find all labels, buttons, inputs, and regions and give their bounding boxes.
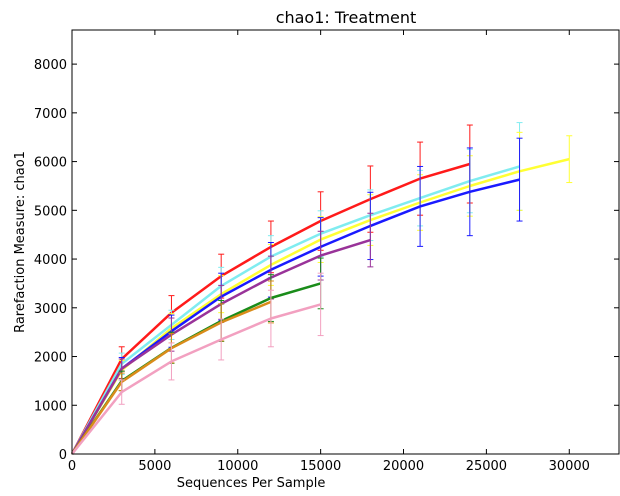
series-6 <box>70 257 324 455</box>
y-tick-label: 7000 <box>34 107 67 122</box>
x-tick-label: 20000 <box>383 459 424 474</box>
x-tick-label: 25000 <box>466 459 507 474</box>
x-tick-label: 15000 <box>300 459 341 474</box>
plot-frame <box>71 29 620 455</box>
y-tick-label: 5000 <box>34 204 67 219</box>
x-tick-label: 10000 <box>217 459 258 474</box>
series-3 <box>70 131 573 455</box>
series-2 <box>70 122 523 455</box>
series-line <box>70 165 520 455</box>
axes-ticks: 0 5000 10000 15000 20000 25000 30000 0 1000 2000 3… <box>34 30 619 474</box>
series-line <box>70 282 321 455</box>
chart-title: chao1: Treatment <box>276 8 417 27</box>
y-tick-label: 2000 <box>34 351 67 366</box>
series-line <box>70 178 520 455</box>
y-tick-label: 6000 <box>34 156 67 171</box>
y-tick-label: 4000 <box>34 253 67 268</box>
y-tick-label: 8000 <box>34 58 67 73</box>
y-tick-label: 3000 <box>34 302 67 317</box>
x-tick-label: 30000 <box>549 459 590 474</box>
y-axis-label: Rarefaction Measure: chao1 <box>13 151 28 333</box>
x-axis-label: Sequences Per Sample <box>177 476 326 491</box>
y-tick-label: 0 <box>59 448 67 463</box>
x-tick-label: 5000 <box>138 459 171 474</box>
y-tick-label: 1000 <box>34 399 67 414</box>
series-8 <box>71 272 324 455</box>
plot-area <box>70 122 573 455</box>
series-line <box>71 303 321 455</box>
series-1 <box>70 124 473 455</box>
x-tick-label: 0 <box>68 459 76 474</box>
series-7 <box>70 280 274 455</box>
series-5 <box>70 212 374 455</box>
